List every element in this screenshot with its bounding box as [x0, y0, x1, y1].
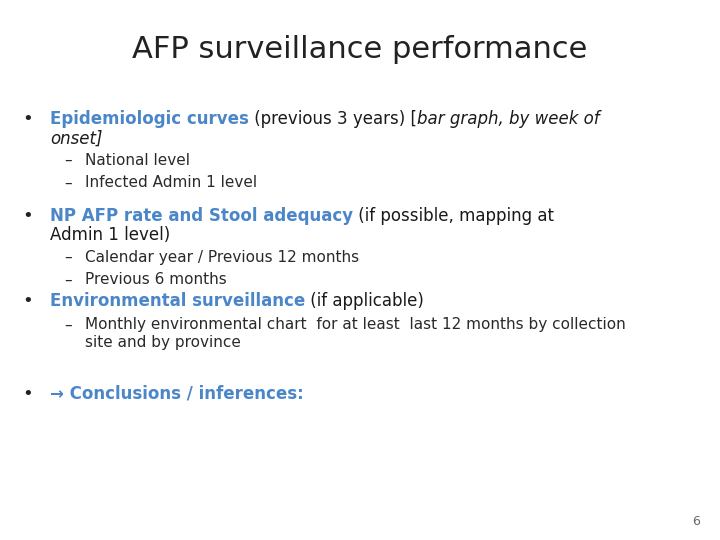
- Text: → Conclusions / inferences:: → Conclusions / inferences:: [50, 385, 304, 403]
- Text: Epidemiologic curves: Epidemiologic curves: [50, 110, 249, 128]
- Text: •: •: [22, 110, 33, 128]
- Text: (if applicable): (if applicable): [305, 292, 424, 310]
- Text: onset]: onset]: [50, 130, 102, 147]
- Text: bar graph, by week of: bar graph, by week of: [417, 110, 600, 128]
- Text: Monthly environmental chart  for at least  last 12 months by collection
site and: Monthly environmental chart for at least…: [85, 318, 626, 350]
- Text: (previous 3 years) [: (previous 3 years) [: [249, 110, 417, 128]
- Text: AFP surveillance performance: AFP surveillance performance: [132, 35, 588, 64]
- Text: Environmental surveillance: Environmental surveillance: [50, 292, 305, 310]
- Text: Admin 1 level): Admin 1 level): [50, 226, 170, 245]
- Text: National level: National level: [85, 153, 190, 168]
- Text: •: •: [22, 385, 33, 403]
- Text: (if possible, mapping at: (if possible, mapping at: [353, 207, 554, 225]
- Text: –: –: [64, 176, 72, 190]
- Text: –: –: [64, 153, 72, 168]
- Text: –: –: [64, 250, 72, 265]
- Text: Calendar year / Previous 12 months: Calendar year / Previous 12 months: [85, 250, 359, 265]
- Text: Previous 6 months: Previous 6 months: [85, 272, 227, 287]
- Text: –: –: [64, 318, 72, 332]
- Text: NP AFP rate and Stool adequacy: NP AFP rate and Stool adequacy: [50, 207, 353, 225]
- Text: 6: 6: [692, 515, 700, 528]
- Text: •: •: [22, 292, 33, 310]
- Text: Infected Admin 1 level: Infected Admin 1 level: [85, 176, 257, 190]
- Text: –: –: [64, 272, 72, 287]
- Text: •: •: [22, 207, 33, 225]
